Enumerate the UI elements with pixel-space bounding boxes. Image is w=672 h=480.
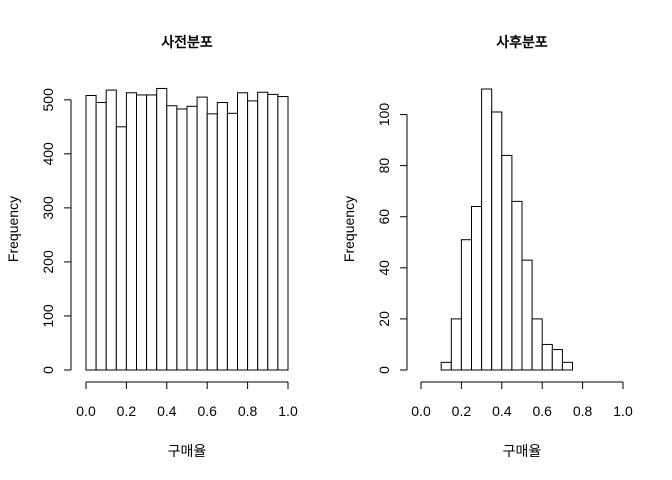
histogram-bar: [176, 108, 188, 371]
histogram-bar: [247, 100, 259, 371]
x-axis: 0.0 0.2 0.4 0.6 0.8 1.0: [411, 381, 633, 419]
x-tick-label: 0.2: [117, 403, 137, 419]
histogram-bar: [541, 343, 553, 371]
x-tick-label: 0.4: [157, 403, 177, 419]
x-tick-label: 0.0: [411, 403, 431, 419]
y-axis-label: Frequency: [5, 196, 21, 262]
bars: [85, 87, 289, 371]
histogram-bar: [501, 154, 513, 371]
y-tick-label: 100: [40, 304, 56, 328]
y-tick-label: 0: [376, 366, 392, 374]
prior-histogram-panel: 사전분포 구매율 Frequency 0.0 0.2 0.4 0.6 0.8 1.0 0 1…: [5, 34, 298, 459]
y-tick-label: 0: [40, 366, 56, 374]
chart-title: 사전분포: [161, 34, 213, 50]
y-tick-label: 500: [40, 88, 56, 112]
x-axis: 0.0 0.2 0.4 0.6 0.8 1.0: [76, 381, 298, 419]
x-tick-label: 0.4: [492, 403, 512, 419]
y-tick-label: 200: [40, 250, 56, 274]
histogram-bar: [237, 92, 249, 371]
x-tick-label: 0.8: [573, 403, 593, 419]
histogram-bar: [511, 200, 523, 371]
histogram-bar: [186, 105, 198, 371]
histogram-bar: [115, 126, 127, 371]
histogram-bar: [136, 94, 148, 371]
y-tick-label: 100: [376, 103, 392, 127]
histogram-bar: [267, 93, 279, 371]
histogram-bar: [481, 88, 493, 371]
histogram-bar: [196, 96, 208, 371]
histogram-bar: [85, 94, 97, 371]
x-tick-label: 0.6: [197, 403, 217, 419]
histogram-bar: [460, 239, 472, 371]
bars: [440, 88, 574, 371]
y-tick-label: 40: [376, 260, 392, 276]
histogram-bar: [216, 102, 228, 371]
histogram-bar: [450, 318, 462, 371]
y-axis: 0 100 200 300 400 500: [40, 88, 72, 374]
x-tick-label: 0.0: [76, 403, 96, 419]
y-tick-label: 300: [40, 196, 56, 220]
histogram-bar: [105, 89, 117, 371]
x-tick-label: 0.2: [452, 403, 472, 419]
histogram-bar: [531, 318, 543, 371]
y-axis-label: Frequency: [341, 196, 357, 262]
histogram-bar: [440, 361, 452, 371]
y-tick-label: 400: [40, 142, 56, 166]
y-tick-label: 80: [376, 158, 392, 174]
histogram-bar: [166, 105, 178, 371]
histogram-bar: [226, 112, 238, 371]
histogram-bar: [551, 349, 563, 371]
posterior-histogram-panel: 사후분포 구매율 Frequency 0.0 0.2 0.4 0.6 0.8 1.0 0 2…: [341, 34, 633, 459]
histogram-bar: [125, 92, 138, 371]
histogram-bar: [491, 111, 503, 371]
histogram-bar: [471, 206, 483, 371]
x-tick-label: 0.8: [238, 403, 258, 419]
x-tick-label: 1.0: [613, 403, 633, 419]
x-axis-label: 구매율: [168, 443, 207, 459]
chart-title: 사후분포: [496, 34, 548, 50]
y-tick-label: 60: [376, 209, 392, 225]
x-axis-label: 구매율: [503, 443, 542, 459]
x-tick-label: 1.0: [278, 403, 298, 419]
x-tick-label: 0.6: [532, 403, 552, 419]
y-tick-label: 20: [376, 311, 392, 327]
histogram-bar: [206, 113, 218, 371]
histogram-bar: [257, 91, 269, 371]
histogram-bar: [561, 361, 574, 371]
histogram-bar: [277, 96, 289, 371]
histogram-bar: [146, 94, 158, 371]
histogram-bar: [521, 259, 533, 371]
y-axis: 0 20 40 60 80 100: [376, 103, 408, 374]
histogram-bar: [156, 87, 168, 371]
histogram-bar: [95, 102, 107, 371]
